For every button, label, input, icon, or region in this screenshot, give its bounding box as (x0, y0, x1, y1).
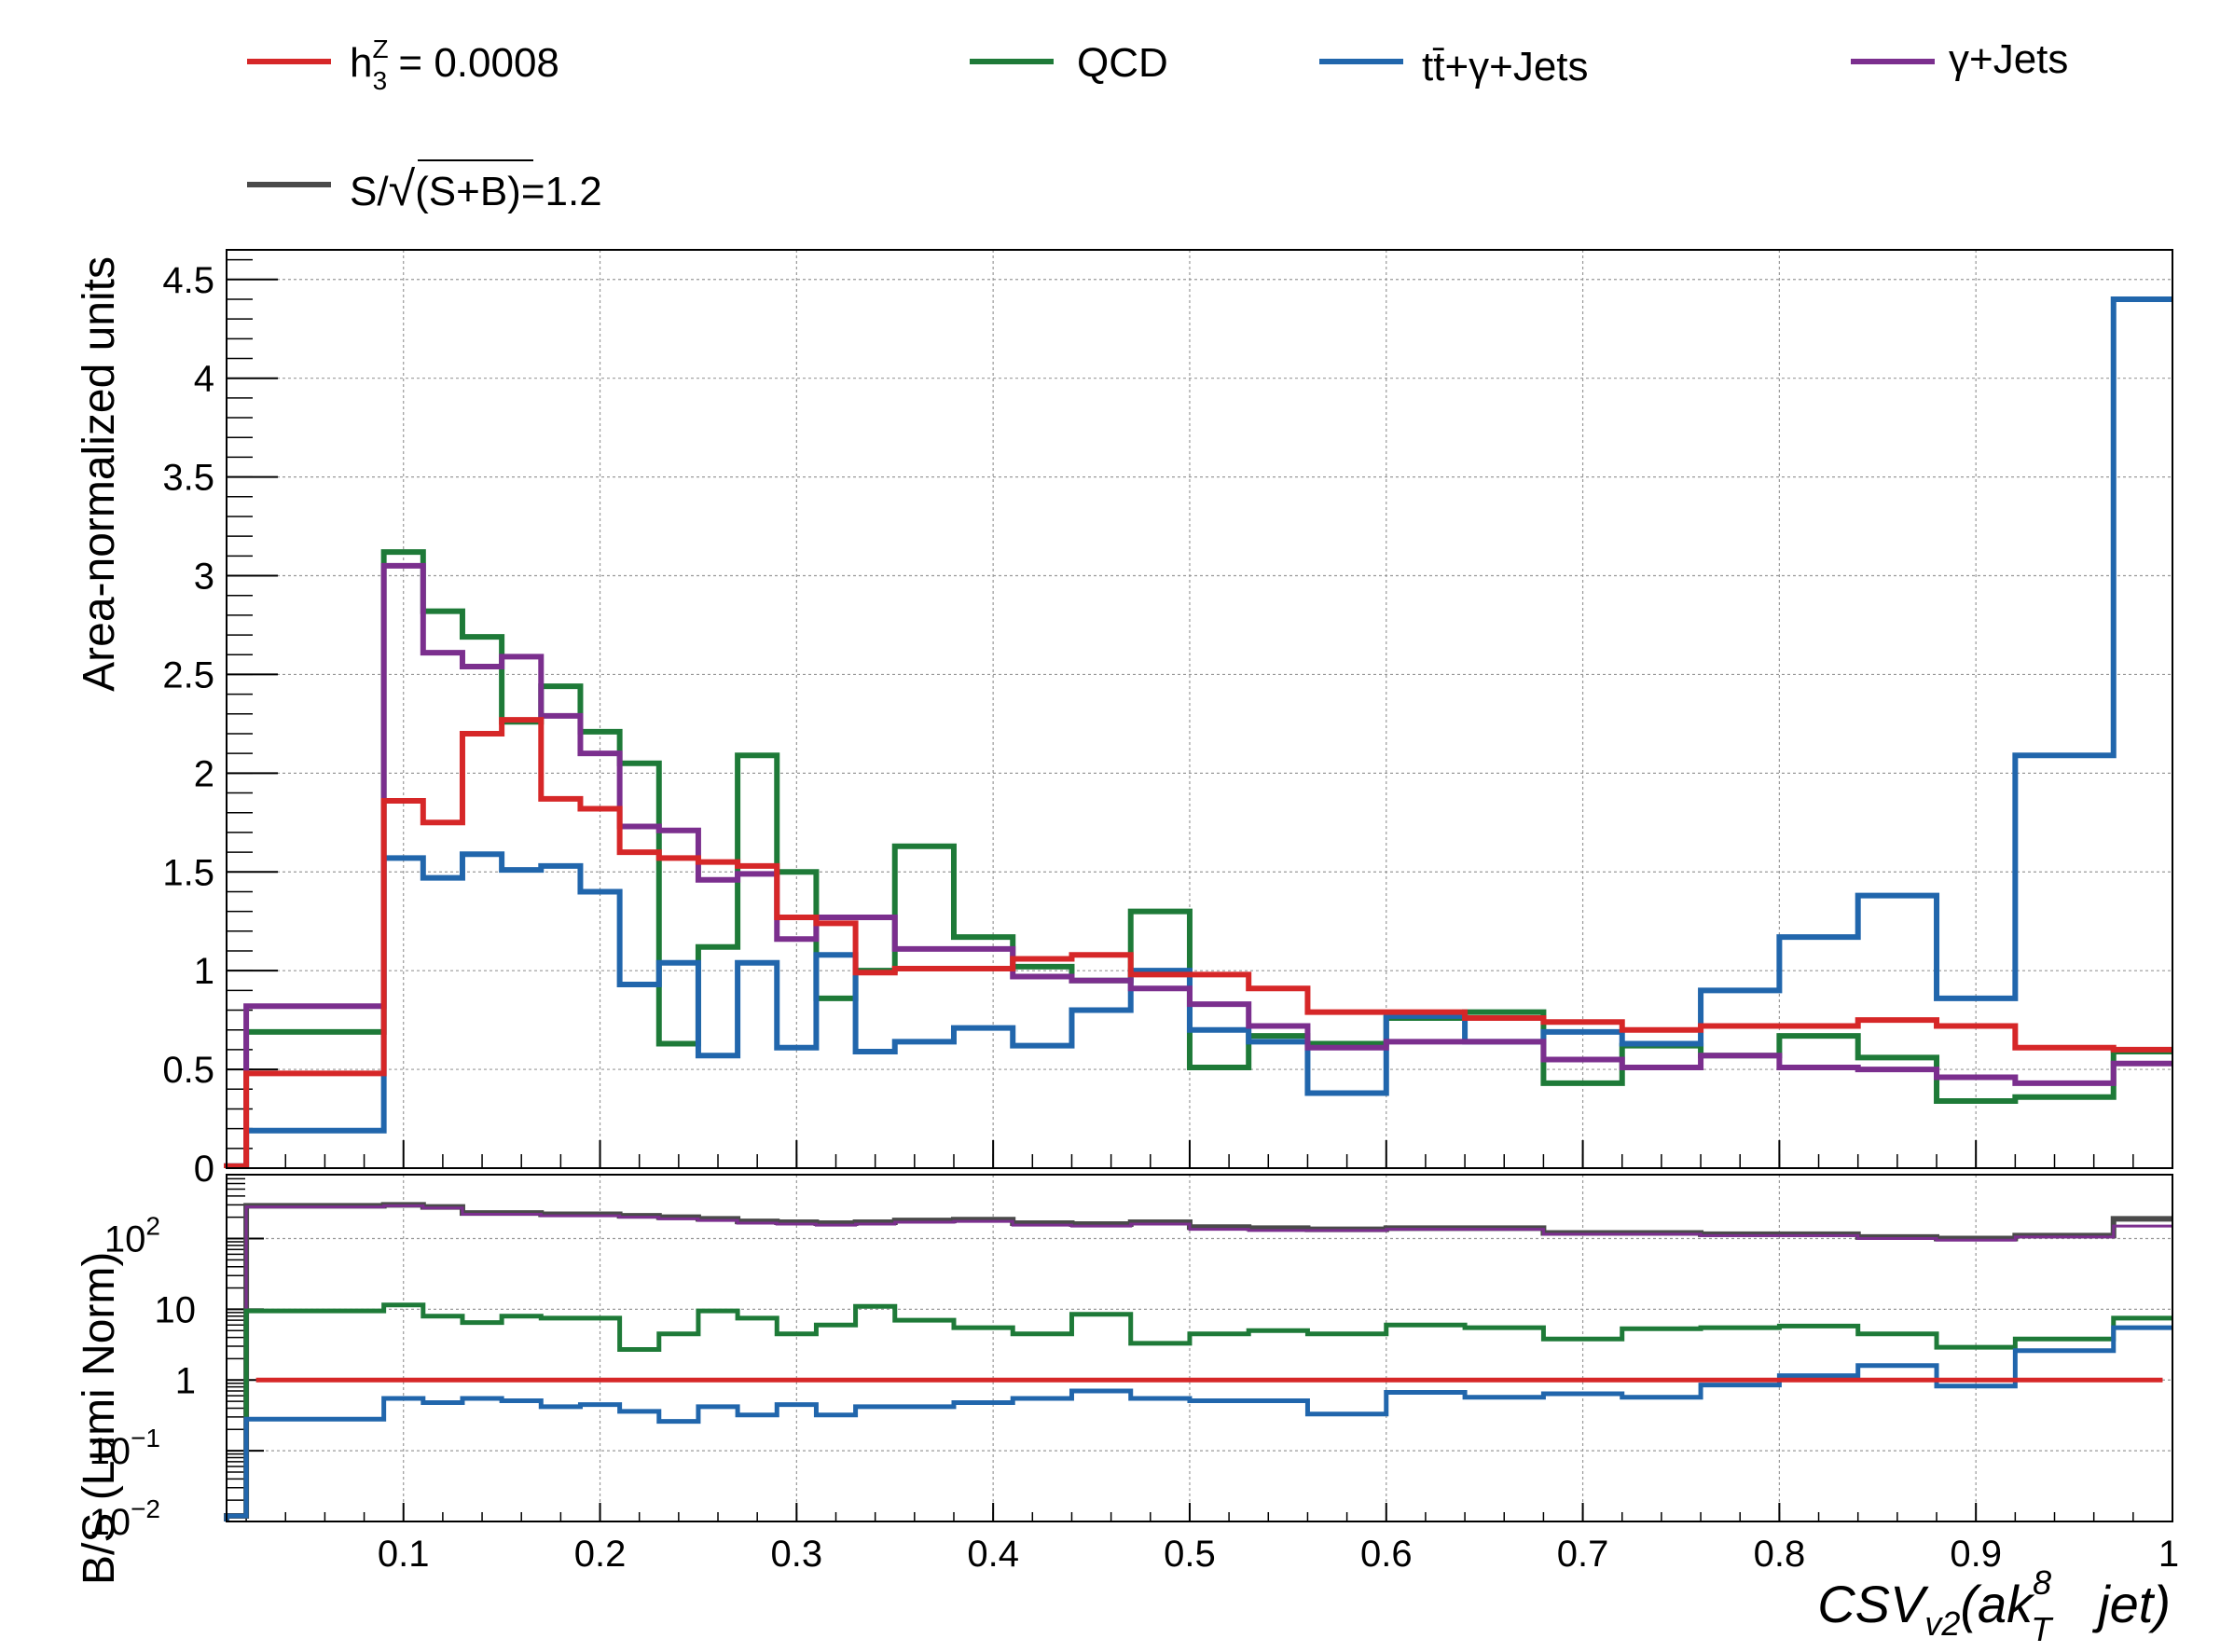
legend-sig-post: (S+B)=1.2 (415, 169, 602, 214)
main-series-line (224, 562, 2172, 1169)
ratio-frame (226, 1174, 2173, 1522)
legend-sig-root: √ (389, 162, 416, 216)
main-y-tick-label: 0 (194, 1149, 214, 1190)
main-y-tick-label: 3.5 (162, 458, 214, 499)
x-tick-label: 0.4 (967, 1534, 1019, 1575)
x-tick-label: 0.5 (1164, 1534, 1216, 1575)
main-series-line (224, 296, 2172, 1169)
ratio-series-line (224, 1202, 2172, 1521)
ratio-y-axis-title: B/S (Lumi Norm) (75, 1252, 124, 1585)
main-panel: 0 0.5 1 1.5 2 2.5 3 3.5 4 4.5 Area-normalized uni… (75, 249, 2173, 1190)
ratio-y-tick-exp: −1 (131, 1424, 160, 1452)
legend-label-gammajets: γ+Jets (1949, 36, 2068, 82)
main-y-tick-label: 2.5 (162, 654, 214, 695)
ratio-y-tick-base: 1 (175, 1360, 196, 1401)
main-series (224, 296, 2172, 1169)
x-tick-label: 0.1 (378, 1534, 430, 1575)
x-title-end: jet) (2091, 1575, 2171, 1633)
ratio-y-tick-base: 10 (90, 1502, 131, 1543)
x-tick-label: 0.3 (771, 1534, 823, 1575)
main-y-tick-label: 4 (194, 359, 214, 400)
main-y-tick-label: 1.5 (162, 852, 214, 893)
legend-label-significance: S/√(S+B)=1.2 (350, 162, 602, 216)
legend-label-signal: hZ 3 = 0.0008 (350, 34, 559, 95)
x-title-open: (ak (1960, 1575, 2035, 1633)
main-y-tick-label: 2 (194, 753, 214, 794)
x-tick-label: 0.7 (1557, 1534, 1609, 1575)
legend-signal-post: = 0.0008 (387, 40, 559, 86)
x-title-main: CSV (1817, 1575, 1929, 1633)
ratio-y-tick-exp: −2 (131, 1494, 160, 1523)
legend-signal-sup: Z (372, 34, 388, 63)
ratio-y-tick-label: 102 (104, 1212, 160, 1260)
ratio-series-line (224, 1325, 2172, 1521)
x-tick-label: 0.8 (1754, 1534, 1806, 1575)
x-title-subT: T (2031, 1610, 2054, 1648)
x-tick-label: 0.6 (1360, 1534, 1413, 1575)
ratio-y-tick-base: 10 (104, 1219, 146, 1260)
main-y-tick-label: 0.5 (162, 1050, 214, 1091)
ratio-y-tick-base: 10 (155, 1289, 197, 1330)
ratio-y-tick-label: 10−2 (90, 1494, 160, 1543)
ratio-y-tick-label: 10−1 (90, 1424, 160, 1472)
ratio-y-tick-label: 10 (155, 1289, 197, 1330)
legend-signal-sub: 3 (373, 66, 388, 95)
main-y-tick-label: 4.5 (162, 260, 214, 301)
ratio-y-tick-exp: 2 (145, 1212, 160, 1241)
x-title-sub: v2 (1924, 1604, 1960, 1643)
main-series-line (224, 717, 2172, 1169)
legend-sig-pre: S/ (350, 169, 389, 214)
ratio-series-line (225, 1204, 2172, 1521)
x-tick-label: 0.2 (574, 1534, 627, 1575)
x-tick-labels: 0.1 0.2 0.3 0.4 0.5 0.6 0.7 0.8 0.9 1 (378, 1534, 2179, 1575)
ratio-y-tick-label: 1 (175, 1360, 196, 1401)
legend-label-qcd: QCD (1077, 40, 1168, 86)
main-series-line (224, 549, 2172, 1169)
ratio-series-line (224, 1302, 2172, 1521)
legend: hZ 3 = 0.0008 QCD tt̄+γ+Jets γ+Jets S/√(S… (247, 34, 2068, 216)
ratio-series (224, 1202, 2172, 1521)
main-y-tick-labels: 0 0.5 1 1.5 2 2.5 3 3.5 4 4.5 (162, 260, 214, 1190)
main-frame (226, 249, 2173, 1169)
main-y-tick-label: 1 (194, 951, 214, 992)
x-title-sup: 8 (2033, 1563, 2051, 1602)
legend-signal-pre: h (350, 40, 372, 86)
x-tick-label: 1 (2158, 1534, 2179, 1575)
main-y-tick-label: 3 (194, 557, 214, 598)
ratio-y-tick-base: 10 (90, 1431, 131, 1472)
x-tick-label: 0.9 (1950, 1534, 2002, 1575)
legend-label-ttgamma: tt̄+γ+Jets (1422, 44, 1589, 89)
main-y-axis-title: Area-normalized units (75, 256, 124, 692)
